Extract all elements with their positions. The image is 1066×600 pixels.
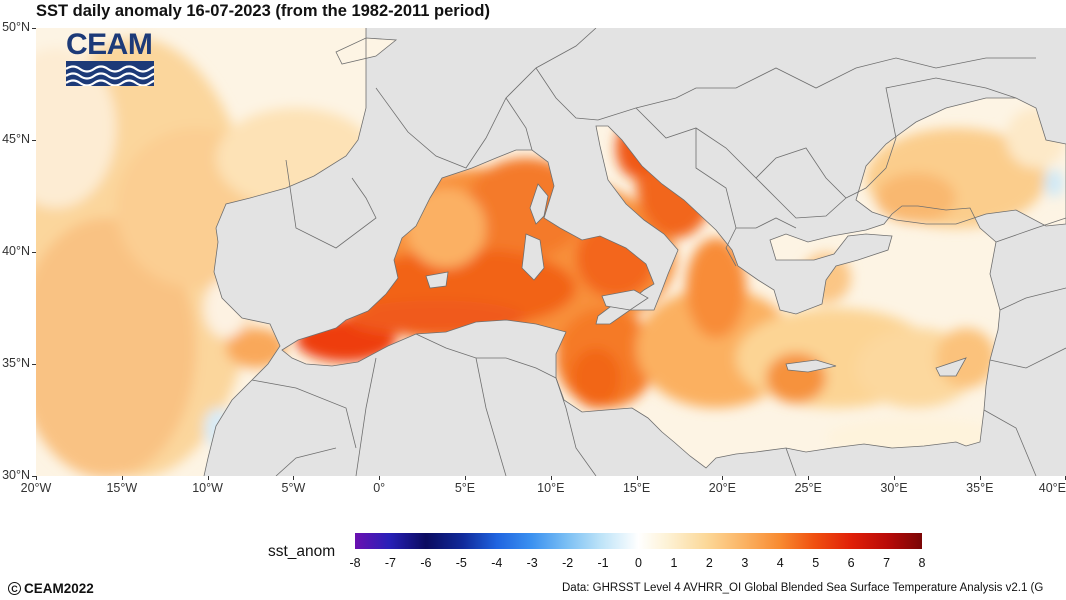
colorbar-tick-label: 1 [670,556,678,570]
lon-tick-label: 20°W [20,481,52,495]
data-source: Data: GHRSST Level 4 AVHRR_OI Global Ble… [562,582,1044,594]
lon-tick-mark [36,476,37,480]
lat-tick-mark [32,364,36,365]
sst-anomaly-map [36,28,1066,476]
lon-tick-label: 25°E [794,481,822,495]
lon-tick-label: 15°W [106,481,138,495]
lon-tick-mark [636,476,638,480]
colorbar-tick-label: 3 [741,556,749,570]
lon-tick-label: 30°E [880,481,908,495]
lon-tick-label: 5°W [281,481,306,495]
copyright-icon: C [8,582,21,595]
colorbar-tick-label: -3 [526,556,538,570]
lat-tick-label: 50°N [2,20,30,34]
lat-tick-label: 30°N [2,468,30,482]
colorbar-tick-label: -1 [597,556,609,570]
colorbar-tick-label: -7 [384,556,396,570]
lon-tick-mark [550,476,552,480]
lon-tick-label: 0° [373,481,386,495]
lon-tick-label: 5°E [454,481,476,495]
colorbar-tick-label: -2 [562,556,574,570]
lat-tick-label: 40°N [2,244,30,258]
lon-tick-mark [979,476,981,480]
colorbar-tick-label: -6 [420,556,432,570]
lat-tick-mark [32,476,36,477]
lat-tick-mark [32,28,36,29]
lat-tick-label: 35°N [2,356,30,370]
lon-tick-mark [722,476,724,480]
lon-tick-label: 15°E [622,481,651,495]
lon-tick-mark [121,476,123,480]
lon-tick-mark [465,476,466,480]
colorbar-tick-label: 5 [812,556,820,570]
sst-anomaly-field [36,28,1066,476]
lon-tick-mark [207,476,209,480]
lon-tick-label: 10°W [192,481,223,495]
colorbar-tick-label: -4 [491,556,503,570]
lon-tick-label: 35°E [966,481,994,495]
colorbar-tick-label: 8 [918,556,926,570]
lat-tick-mark [32,140,36,141]
colorbar-tick-label: 4 [776,556,784,570]
lon-tick-mark [293,476,295,480]
colorbar-tick-label: 2 [705,556,713,570]
lon-tick-label: 20°E [708,481,737,495]
colorbar-tick-label: -8 [349,556,361,570]
lon-tick-mark [379,476,381,480]
colorbar-tick-label: 7 [883,556,891,570]
ceam-logo: CEAM [66,30,154,86]
lat-tick-mark [32,252,36,253]
colorbar-title: sst_anom [268,543,336,560]
map-title: SST daily anomaly 16-07-2023 (from the 1… [36,2,490,20]
lon-tick-label: 40°E [1038,481,1066,495]
lon-tick-label: 10°E [537,481,565,495]
colorbar-tick-label: 6 [847,556,855,570]
colorbar-tick-label: -5 [455,556,467,570]
lon-tick-mark [894,476,895,480]
wave-icon [66,61,154,86]
copyright-text: CEAM2022 [24,581,94,596]
copyright: C CEAM2022 [8,581,94,596]
logo-wordmark: CEAM [66,28,153,61]
lat-tick-label: 45°N [2,132,30,146]
colorbar [355,533,922,549]
lon-tick-mark [808,476,810,480]
colorbar-tick-label: 0 [635,556,642,570]
country-borders [203,28,1066,476]
